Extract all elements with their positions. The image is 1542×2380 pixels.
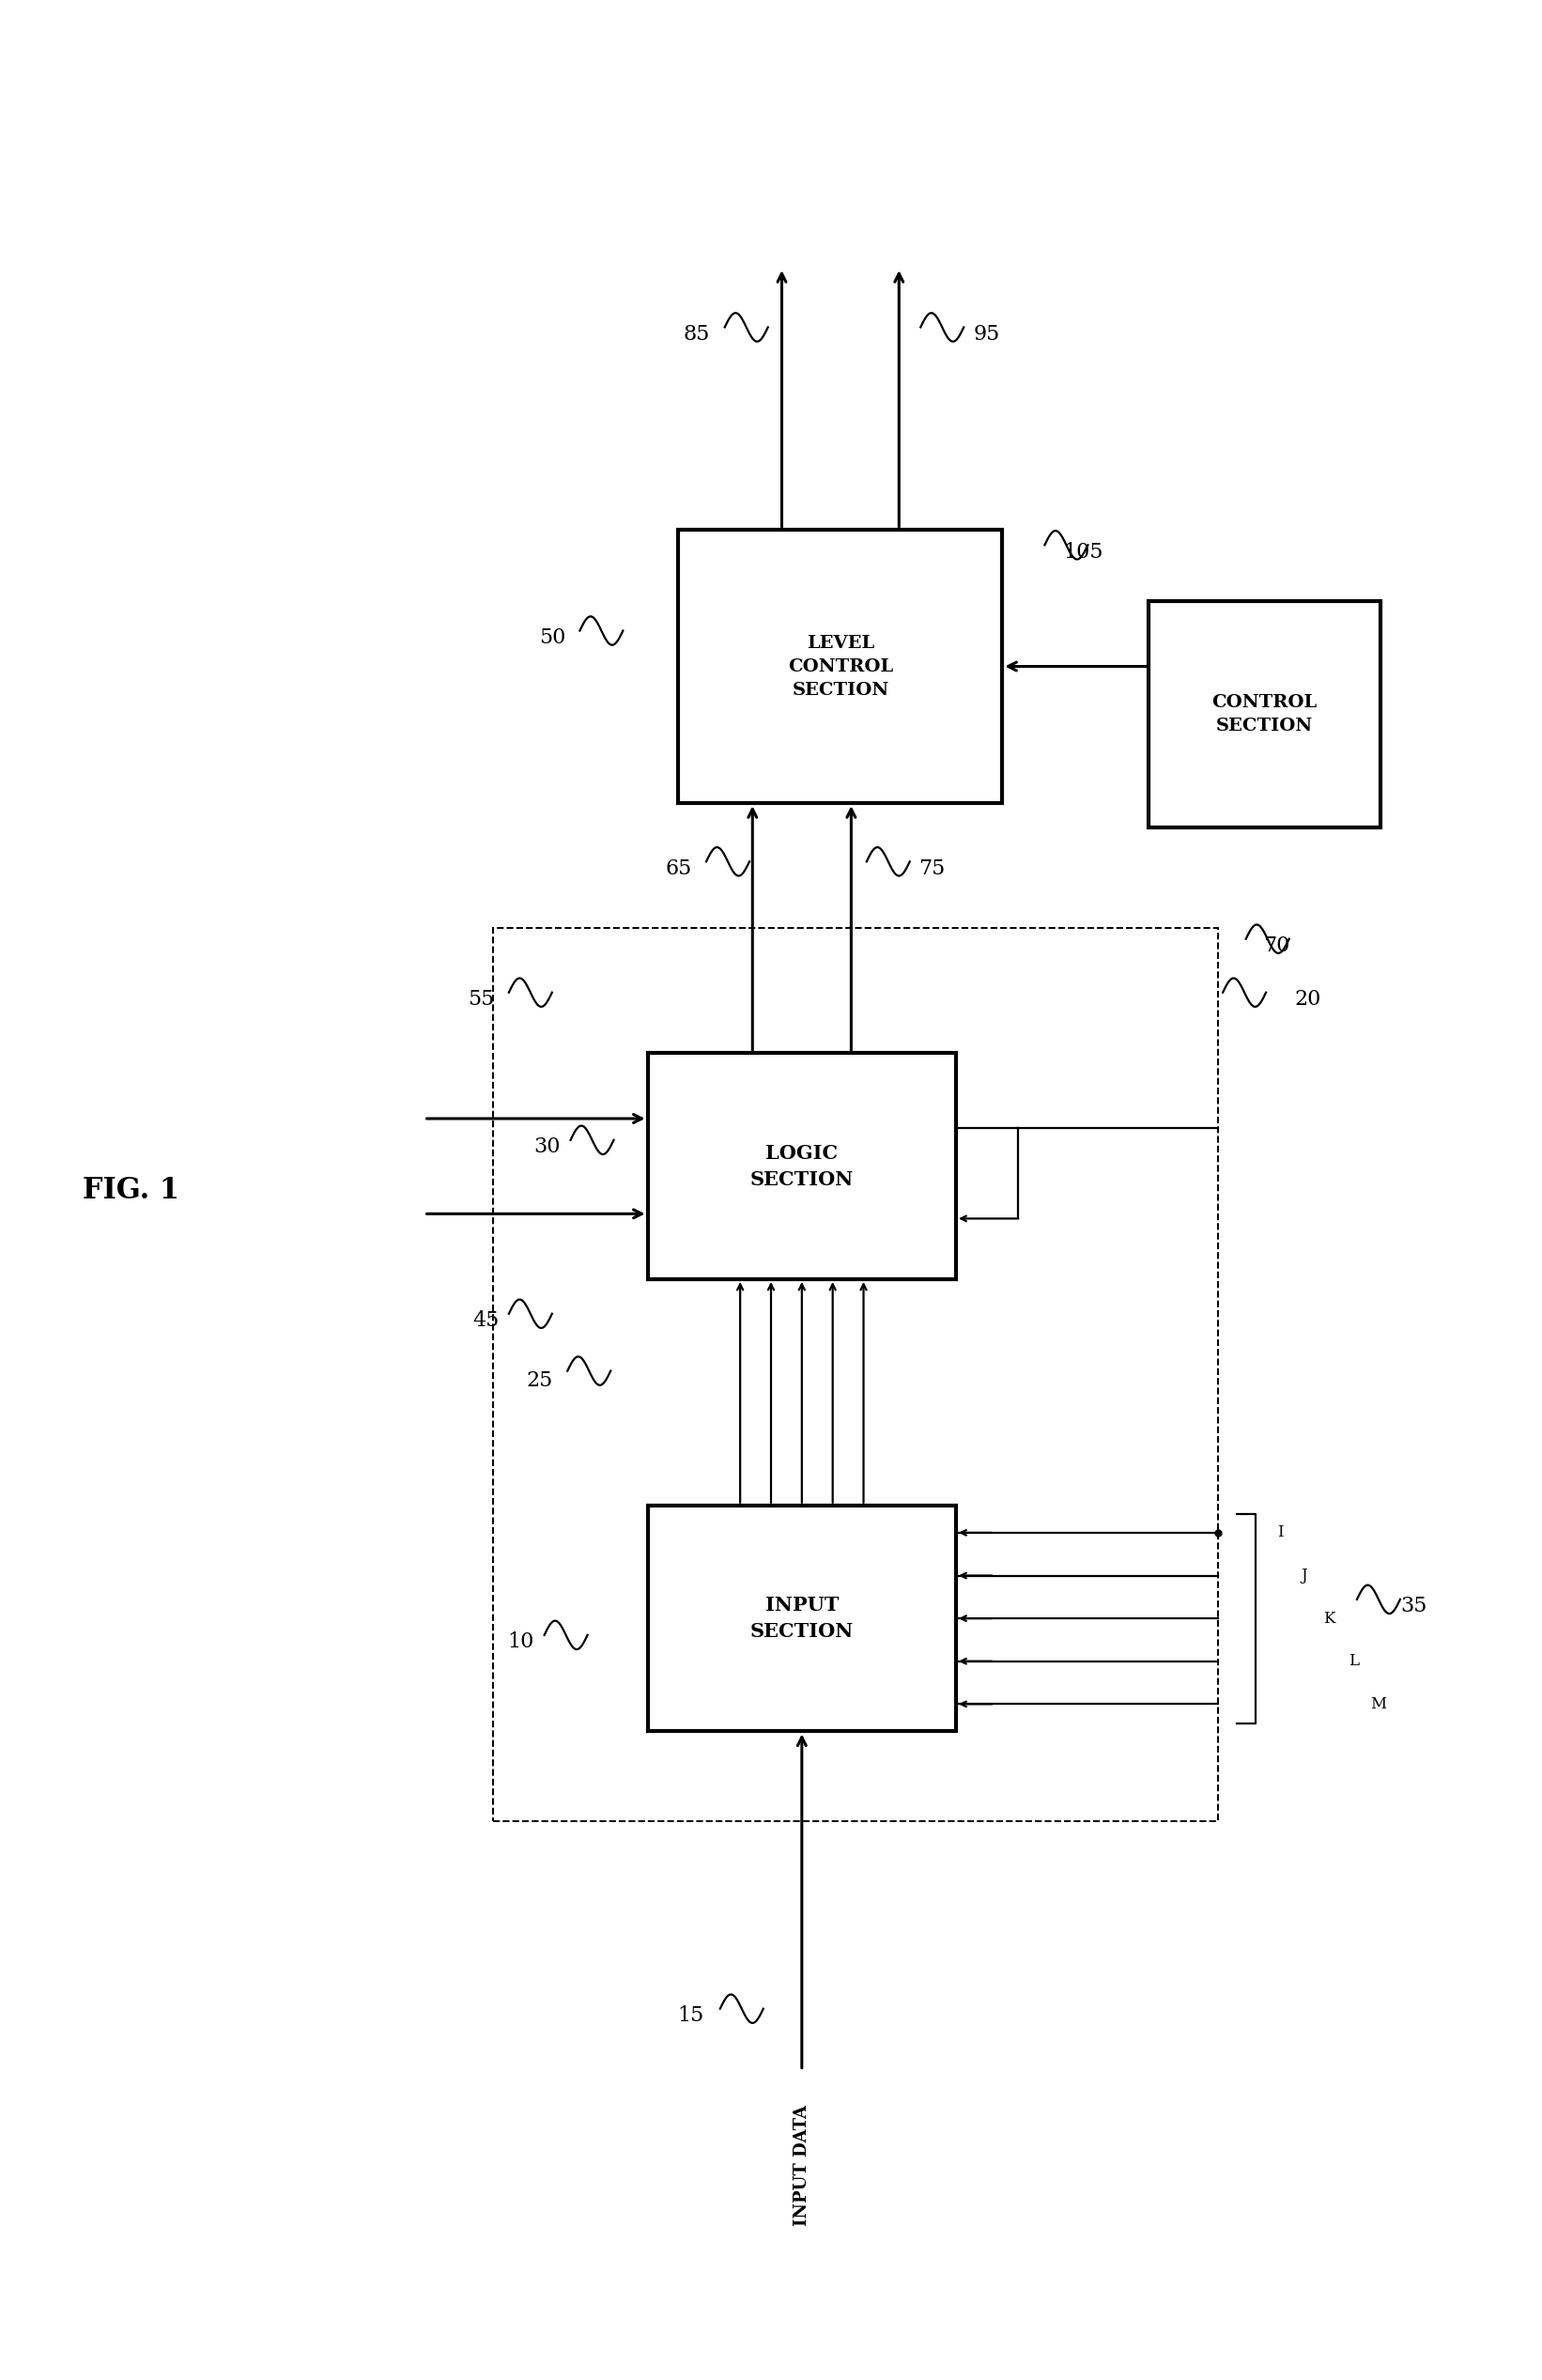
Text: 50: 50 bbox=[538, 628, 566, 647]
Text: INPUT
SECTION: INPUT SECTION bbox=[749, 1597, 854, 1640]
Text: 70: 70 bbox=[1263, 935, 1291, 957]
Text: K: K bbox=[1323, 1611, 1335, 1626]
Text: 35: 35 bbox=[1400, 1597, 1428, 1616]
Bar bbox=[1149, 602, 1380, 828]
Text: 45: 45 bbox=[472, 1311, 500, 1330]
Text: 15: 15 bbox=[677, 2006, 705, 2025]
Text: INPUT DATA: INPUT DATA bbox=[794, 2106, 810, 2225]
Bar bbox=[678, 531, 1002, 804]
Text: FIG. 1: FIG. 1 bbox=[83, 1176, 179, 1204]
Text: 105: 105 bbox=[1064, 543, 1103, 562]
Text: 30: 30 bbox=[534, 1138, 561, 1157]
Text: 10: 10 bbox=[507, 1633, 535, 1652]
Bar bbox=[648, 1504, 956, 1733]
Text: 65: 65 bbox=[665, 859, 692, 878]
Text: 95: 95 bbox=[973, 324, 1001, 345]
Text: L: L bbox=[1349, 1654, 1359, 1668]
Text: 55: 55 bbox=[467, 990, 495, 1009]
Text: I: I bbox=[1277, 1526, 1283, 1540]
Bar bbox=[493, 928, 1218, 1821]
Text: LEVEL
CONTROL
SECTION: LEVEL CONTROL SECTION bbox=[788, 635, 893, 697]
Text: J: J bbox=[1301, 1568, 1308, 1583]
Text: 75: 75 bbox=[917, 859, 945, 878]
Text: LOGIC
SECTION: LOGIC SECTION bbox=[749, 1145, 854, 1188]
Text: 85: 85 bbox=[683, 324, 711, 345]
Bar bbox=[648, 1052, 956, 1278]
Text: 20: 20 bbox=[1294, 990, 1321, 1009]
Text: CONTROL
SECTION: CONTROL SECTION bbox=[1212, 695, 1317, 733]
Text: 25: 25 bbox=[526, 1371, 554, 1390]
Text: M: M bbox=[1371, 1697, 1386, 1711]
